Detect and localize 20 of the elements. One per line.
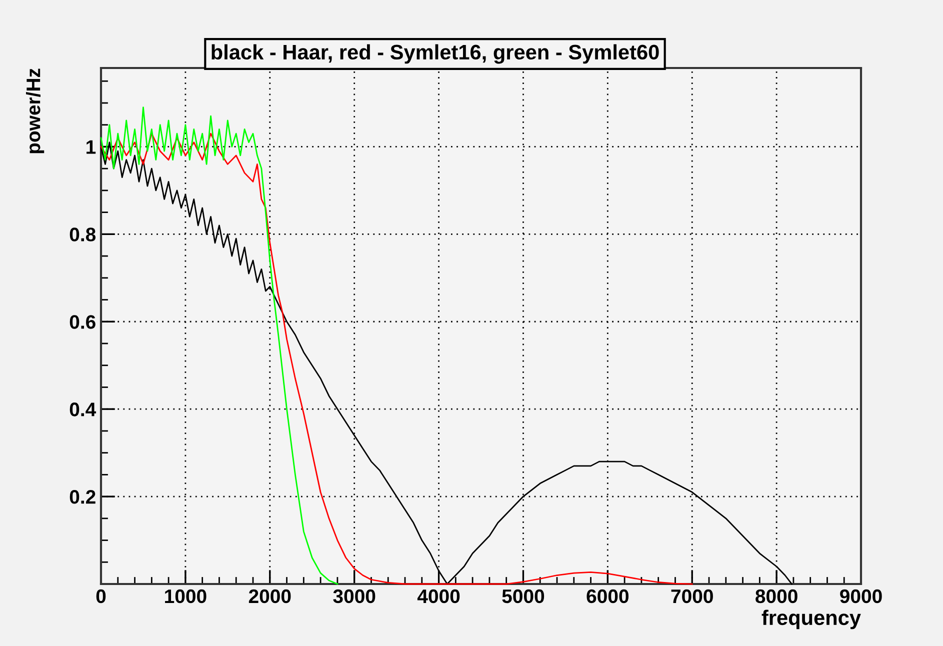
- y-axis-title: power/Hz: [26, 68, 44, 154]
- y-tick-label: 0.2: [70, 490, 96, 504]
- y-tick-label: 1: [86, 140, 96, 154]
- x-tick-label: 2000: [248, 589, 291, 604]
- x-tick-label: 7000: [671, 589, 713, 604]
- x-tick-label: 9000: [840, 589, 882, 604]
- line-series: [100, 132, 693, 585]
- x-tick-label: 4000: [417, 589, 460, 604]
- x-tick-label: 3000: [333, 589, 376, 604]
- x-tick-label: 8000: [756, 589, 798, 604]
- x-tick-label: 5000: [502, 589, 544, 604]
- y-tick-label: 0.6: [70, 315, 96, 329]
- line-series: [100, 106, 338, 585]
- chart-title: black - Haar, red - Symlet16, green - Symlet60: [212, 44, 659, 64]
- x-tick-label: 6000: [586, 589, 628, 604]
- x-tick-label: 0: [96, 589, 106, 604]
- x-axis-title: frequency: [762, 610, 861, 630]
- y-tick-label: 0.4: [70, 402, 96, 416]
- x-tick-label: 1000: [165, 589, 206, 604]
- y-tick-label: 0.8: [70, 228, 96, 242]
